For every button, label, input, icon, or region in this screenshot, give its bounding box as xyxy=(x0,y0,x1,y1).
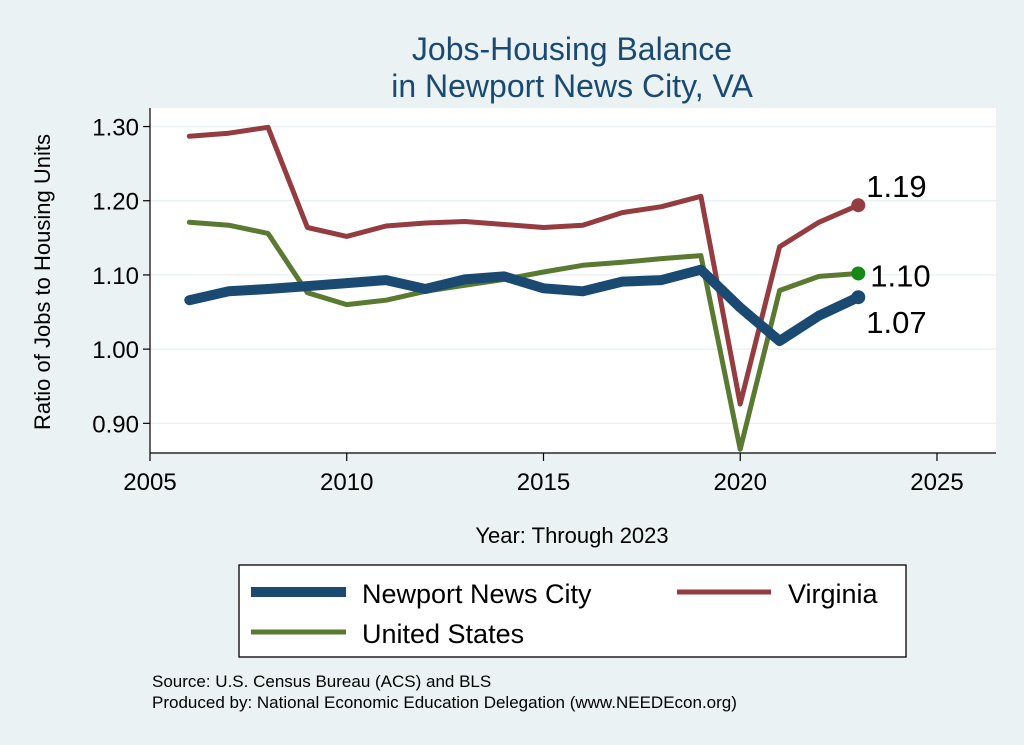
y-tick-label: 1.00 xyxy=(92,337,139,364)
y-tick-label: 0.90 xyxy=(92,411,139,438)
end-marker-2 xyxy=(851,266,866,281)
axes: 0.90 1.00 1.10 1.20 1.30 2005 2010 2015 2020 2025 xyxy=(92,108,996,496)
end-label-0: 1.07 xyxy=(866,305,926,340)
x-tick-label: 2005 xyxy=(123,469,176,496)
x-axis-title: Year: Through 2023 xyxy=(475,523,668,548)
series-line-0 xyxy=(184,264,864,346)
x-tick-label: 2010 xyxy=(320,469,373,496)
plot-area xyxy=(150,108,996,453)
legend-label-0: Newport News City xyxy=(362,579,592,609)
y-tick-label: 1.30 xyxy=(92,115,139,142)
x-tick-label: 2025 xyxy=(910,469,963,496)
series-line-1 xyxy=(186,124,861,407)
y-tick-label: 1.10 xyxy=(92,263,139,290)
producer-note: Produced by: National Economic Education… xyxy=(152,693,737,712)
end-marker-0 xyxy=(851,290,866,305)
end-marker-1 xyxy=(851,198,866,213)
end-labels: 1.07 1.19 1.10 xyxy=(851,169,931,340)
end-label-1: 1.19 xyxy=(866,169,926,204)
chart-title-line-1: Jobs-Housing Balance xyxy=(412,31,732,67)
x-tick-label: 2015 xyxy=(517,469,570,496)
legend-items: Newport News City Virginia United States xyxy=(251,579,879,649)
legend-label-1: Virginia xyxy=(788,579,879,609)
y-axis-title: Ratio of Jobs to Housing Units xyxy=(30,134,55,430)
legend-label-2: United States xyxy=(362,619,524,649)
source-note: Source: U.S. Census Bureau (ACS) and BLS xyxy=(152,672,491,691)
y-tick-label: 1.20 xyxy=(92,189,139,216)
end-label-2: 1.10 xyxy=(870,258,930,293)
series-lines xyxy=(184,124,864,452)
x-tick-label: 2020 xyxy=(714,469,767,496)
legend xyxy=(238,564,907,658)
chart-title-line-2: in Newport News City, VA xyxy=(391,68,753,104)
